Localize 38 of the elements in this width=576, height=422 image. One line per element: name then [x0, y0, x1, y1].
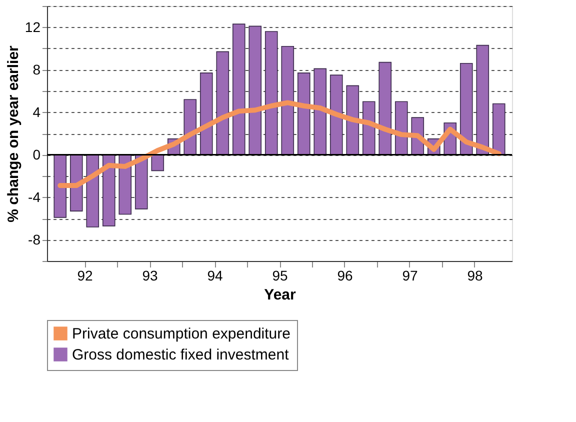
bar — [151, 154, 164, 172]
x-axis-title: Year — [264, 286, 296, 304]
bar — [281, 46, 294, 156]
x-tick-label: 95 — [272, 268, 288, 284]
bar — [460, 62, 473, 156]
y-tick-label: 0 — [32, 146, 41, 162]
bar — [346, 85, 360, 156]
bar — [297, 72, 310, 156]
x-tick-label: 92 — [77, 268, 93, 284]
y-tick-label: 8 — [32, 61, 41, 78]
bar — [330, 74, 343, 156]
bar — [86, 154, 100, 228]
x-tick-label: 97 — [402, 268, 418, 284]
y-axis-title: % change on year earlier — [4, 45, 22, 222]
x-tick-label: 94 — [207, 268, 223, 284]
bar — [264, 31, 278, 156]
bar — [248, 26, 262, 156]
bar — [102, 154, 116, 226]
bar — [216, 51, 230, 156]
bar — [362, 101, 376, 156]
bar — [492, 103, 506, 156]
x-tick-label: 98 — [467, 268, 483, 284]
y-tick-label: -8 — [28, 231, 41, 248]
bar — [476, 44, 490, 156]
bar — [54, 154, 67, 218]
x-tick-label: 93 — [142, 268, 158, 284]
y-tick-label: 12 — [24, 18, 41, 35]
legend-label: Gross domestic fixed investment — [72, 346, 290, 364]
bar — [200, 72, 213, 156]
bar — [314, 68, 327, 156]
bar — [232, 24, 246, 156]
legend-label: Private consumption expenditure — [72, 326, 290, 342]
bar — [378, 62, 392, 156]
bar — [118, 154, 132, 215]
bar — [134, 154, 148, 210]
y-tick-label: 4 — [32, 104, 41, 120]
x-tick-label: 96 — [337, 268, 353, 284]
y-tick-label: -4 — [28, 188, 41, 205]
